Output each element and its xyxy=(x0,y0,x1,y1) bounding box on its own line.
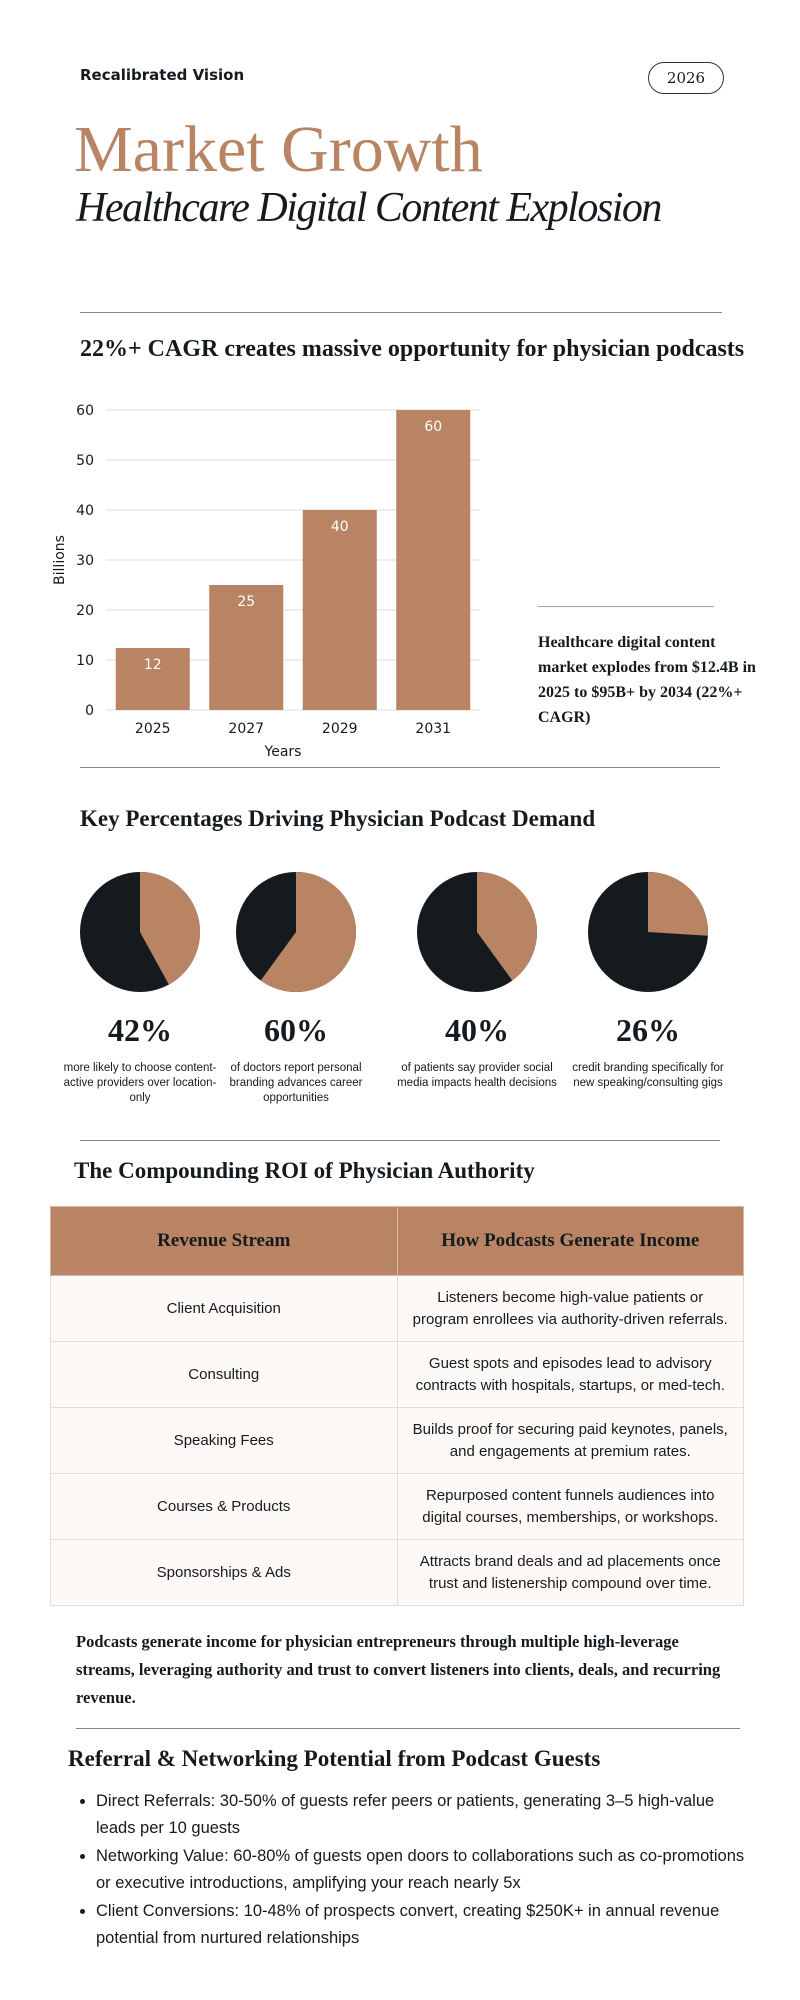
divider xyxy=(80,1140,720,1141)
stat-value: 40% xyxy=(445,1012,509,1048)
referral-heading: Referral & Networking Potential from Pod… xyxy=(68,1746,601,1771)
list-item: Client Conversions: 10-48% of prospects … xyxy=(96,1898,756,1952)
revenue-stream-cell: Consulting xyxy=(50,1341,398,1408)
y-tick-label: 20 xyxy=(76,603,94,619)
bar-data-label: 25 xyxy=(237,594,255,610)
stat-block: 40% of patients say provider social medi… xyxy=(392,870,562,1091)
stat-block: 42% more likely to choose content-active… xyxy=(55,870,225,1106)
table-row: Speaking Fees Builds proof for securing … xyxy=(50,1407,744,1474)
column-header: How Podcasts Generate Income xyxy=(396,1206,744,1276)
y-tick-label: 50 xyxy=(76,453,94,469)
divider xyxy=(80,312,722,313)
revenue-stream-cell: Courses & Products xyxy=(50,1473,398,1540)
pie-slice-highlight xyxy=(140,872,201,985)
list-item: Networking Value: 60-80% of guests open … xyxy=(96,1843,756,1897)
bar-2031 xyxy=(396,410,471,710)
x-tick-label: 2029 xyxy=(322,721,358,737)
y-tick-label: 60 xyxy=(76,403,94,419)
table-row: Courses & Products Repurposed content fu… xyxy=(50,1473,744,1540)
referral-list: Direct Referrals: 30-50% of guests refer… xyxy=(78,1788,756,1953)
revenue-table: Revenue Stream How Podcasts Generate Inc… xyxy=(50,1206,744,1606)
stat-block: 26% credit branding specifically for new… xyxy=(563,870,733,1091)
y-tick-label: 30 xyxy=(76,553,94,569)
pie-chart-26 xyxy=(588,872,708,992)
stat-block: 60% of doctors report personal branding … xyxy=(211,870,381,1106)
page-subtitle: Healthcare Digital Content Explosion xyxy=(76,185,662,231)
income-method-cell: Attracts brand deals and ad placements o… xyxy=(396,1539,744,1606)
table-row: Sponsorships & Ads Attracts brand deals … xyxy=(50,1539,744,1606)
y-axis-label: Billions xyxy=(52,535,68,585)
income-method-cell: Builds proof for securing paid keynotes,… xyxy=(396,1407,744,1474)
bar-data-label: 40 xyxy=(331,519,349,535)
stat-description: more likely to choose content-active pro… xyxy=(63,1062,217,1104)
revenue-stream-cell: Speaking Fees xyxy=(50,1407,398,1474)
pie-slice-highlight xyxy=(648,872,708,936)
market-growth-bar-chart: 0 10 20 30 40 50 60 12 2025 25 2027 40 2029 60 2031 Yea… xyxy=(52,403,480,760)
x-tick-label: 2031 xyxy=(415,721,451,737)
income-method-cell: Repurposed content funnels audiences int… xyxy=(396,1473,744,1540)
column-header: Revenue Stream xyxy=(50,1206,398,1276)
y-tick-label: 40 xyxy=(76,503,94,519)
pie-chart-42 xyxy=(80,872,201,992)
bar-2029 xyxy=(302,510,377,710)
table-header-row: Revenue Stream How Podcasts Generate Inc… xyxy=(50,1206,744,1276)
page-title: Market Growth xyxy=(74,113,483,186)
stat-description: of patients say provider social media im… xyxy=(397,1062,557,1089)
stat-value: 26% xyxy=(616,1012,680,1048)
callout-divider xyxy=(538,606,714,607)
income-method-cell: Guest spots and episodes lead to advisor… xyxy=(396,1341,744,1408)
revenue-stream-cell: Sponsorships & Ads xyxy=(50,1539,398,1606)
pie-slice-highlight xyxy=(260,872,356,992)
bar-data-label: 60 xyxy=(424,419,442,435)
pie-chart-40 xyxy=(417,872,537,992)
stat-value: 42% xyxy=(108,1012,172,1048)
x-tick-label: 2027 xyxy=(228,721,264,737)
income-method-cell: Listeners become high-value patients or … xyxy=(396,1275,744,1342)
bar-data-label: 12 xyxy=(144,657,162,673)
divider xyxy=(76,1728,740,1729)
x-tick-label: 2025 xyxy=(135,721,171,737)
stat-description: of doctors report personal branding adva… xyxy=(229,1062,363,1104)
table-row: Client Acquisition Listeners become high… xyxy=(50,1275,744,1342)
growth-heading: 22%+ CAGR creates massive opportunity fo… xyxy=(80,336,745,362)
bar-2025 xyxy=(115,648,190,710)
pie-slice-highlight xyxy=(477,872,537,981)
stat-value: 60% xyxy=(264,1012,328,1048)
brand-name: Recalibrated Vision xyxy=(80,66,245,84)
y-tick-label: 10 xyxy=(76,653,94,669)
list-item: Direct Referrals: 30-50% of guests refer… xyxy=(96,1788,756,1842)
bar-2027 xyxy=(209,585,284,710)
year-badge: 2026 xyxy=(648,62,724,94)
roi-heading: The Compounding ROI of Physician Authori… xyxy=(74,1158,535,1183)
table-row: Consulting Guest spots and episodes lead… xyxy=(50,1341,744,1408)
revenue-stream-cell: Client Acquisition xyxy=(50,1275,398,1342)
x-axis-label: Years xyxy=(264,744,302,760)
divider xyxy=(80,767,720,768)
y-tick-label: 0 xyxy=(85,703,94,719)
percentages-heading: Key Percentages Driving Physician Podcas… xyxy=(80,806,596,831)
roi-summary: Podcasts generate income for physician e… xyxy=(76,1632,721,1707)
market-callout: Healthcare digital content market explod… xyxy=(538,634,756,726)
stat-description: credit branding specifically for new spe… xyxy=(572,1062,724,1089)
pie-chart-60 xyxy=(236,872,356,992)
